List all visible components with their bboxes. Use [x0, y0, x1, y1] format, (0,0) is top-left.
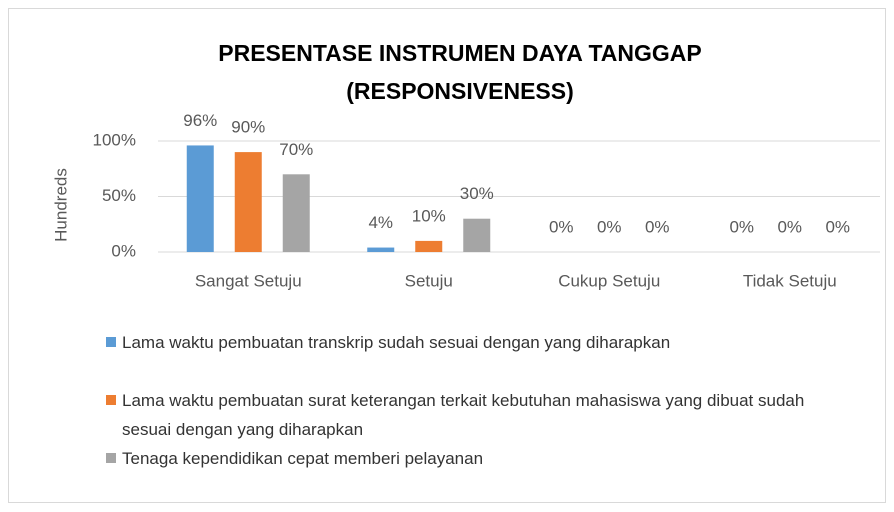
chart-title: PRESENTASE INSTRUMEN DAYA TANGGAP	[218, 40, 702, 66]
data-label: 10%	[412, 206, 446, 225]
data-label: 4%	[368, 213, 393, 232]
chart-border	[8, 8, 886, 503]
bar	[367, 247, 395, 252]
legend-label: Lama waktu pembuatan surat keterangan te…	[122, 391, 805, 439]
bar	[463, 218, 491, 252]
legend-label: Tenaga kependidikan cepat memberi pelaya…	[122, 449, 484, 468]
legend-swatch	[106, 395, 116, 405]
x-tick-label: Setuju	[405, 271, 453, 290]
data-label: 0%	[825, 217, 850, 236]
x-tick-label: Sangat Setuju	[195, 271, 302, 290]
data-label: 0%	[549, 217, 574, 236]
data-label: 96%	[183, 111, 217, 130]
legend: Lama waktu pembuatan transkrip sudah ses…	[106, 328, 836, 473]
legend-label: Lama waktu pembuatan transkrip sudah ses…	[122, 333, 671, 352]
bar	[234, 152, 262, 252]
data-label: 70%	[279, 140, 313, 159]
data-label: 30%	[460, 184, 494, 203]
legend-item: Lama waktu pembuatan surat keterangan te…	[106, 386, 836, 444]
bar	[415, 240, 443, 252]
legend-swatch	[106, 453, 116, 463]
bar	[186, 145, 214, 252]
legend-item: Tenaga kependidikan cepat memberi pelaya…	[106, 444, 836, 473]
y-tick-label: 100%	[93, 130, 136, 149]
y-axis-label: Hundreds	[51, 168, 70, 242]
data-label: 90%	[231, 118, 265, 137]
y-tick-label: 50%	[102, 186, 136, 205]
y-tick-label: 0%	[111, 241, 136, 260]
bar	[282, 174, 310, 252]
chart-title: (RESPONSIVENESS)	[346, 78, 574, 104]
legend-swatch	[106, 337, 116, 347]
x-tick-label: Cukup Setuju	[558, 271, 660, 290]
data-label: 0%	[777, 217, 802, 236]
x-tick-label: Tidak Setuju	[743, 271, 837, 290]
data-label: 0%	[597, 217, 622, 236]
data-label: 0%	[729, 217, 754, 236]
data-label: 0%	[645, 217, 670, 236]
legend-item: Lama waktu pembuatan transkrip sudah ses…	[106, 328, 836, 357]
